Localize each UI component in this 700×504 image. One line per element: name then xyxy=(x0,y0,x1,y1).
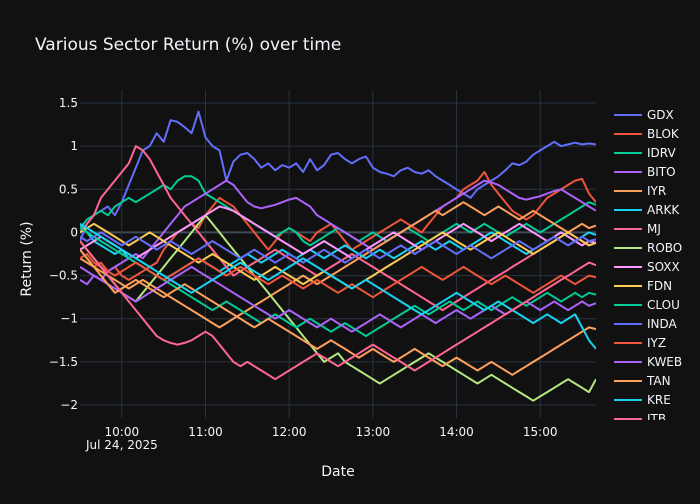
legend-item-gdx[interactable]: GDX xyxy=(614,108,674,122)
legend-label: BITO xyxy=(647,165,676,179)
series-line-tan xyxy=(80,249,596,376)
x-tick-label: 13:00 xyxy=(356,425,391,439)
legend-item-robo[interactable]: ROBO xyxy=(614,241,682,255)
y-tick-label: −2 xyxy=(60,398,78,412)
series-line-blok xyxy=(80,171,596,281)
series-line-mj xyxy=(80,145,596,312)
legend-label: TAN xyxy=(646,374,671,388)
legend-label: KWEB xyxy=(647,355,682,369)
legend: GDX BLOK IDRV BITO IYR ARKK MJ ROBO SOXX FDN CLOU I… xyxy=(614,108,682,426)
legend-label: BLOK xyxy=(647,127,680,141)
series-line-inda xyxy=(80,231,596,264)
legend-item-idrv[interactable]: IDRV xyxy=(614,146,676,160)
y-axis-title: Return (%) xyxy=(19,221,35,296)
legend-item-soxx[interactable]: SOXX xyxy=(614,260,680,274)
x-tick-label: 14:00 xyxy=(439,425,474,439)
x-axis-title: Date xyxy=(321,464,354,480)
y-tick-label: 1 xyxy=(70,139,78,153)
series-line-iyr xyxy=(80,201,596,329)
legend-item-blok[interactable]: BLOK xyxy=(614,127,680,141)
legend-label: SOXX xyxy=(647,260,680,274)
legend-label: INDA xyxy=(647,317,678,331)
legend-label: IYR xyxy=(647,184,666,198)
series-line-gdx xyxy=(80,110,596,242)
legend-label: GDX xyxy=(647,108,674,122)
series-line-kre xyxy=(80,222,596,350)
legend-item-inda[interactable]: INDA xyxy=(614,317,678,331)
x-tick-label: 10:00 xyxy=(105,425,140,439)
legend-label: IDRV xyxy=(647,146,676,160)
x-tick-label: 15:00 xyxy=(523,425,558,439)
legend-label: FDN xyxy=(647,279,672,293)
legend-item-iyz[interactable]: IYZ xyxy=(614,336,666,350)
legend-item-bito[interactable]: BITO xyxy=(614,165,676,179)
legend-label: ARKK xyxy=(647,203,680,217)
series-line-bito xyxy=(80,179,596,286)
legend-label: MJ xyxy=(647,222,661,236)
legend-label: IYZ xyxy=(647,336,666,350)
series-line-soxx xyxy=(80,205,596,260)
y-tick-label: −1.5 xyxy=(49,355,78,369)
series-line-itb xyxy=(80,240,596,381)
legend-label: KRE xyxy=(647,393,671,407)
y-tick-label: −0.5 xyxy=(49,269,78,283)
legend-item-iyr[interactable]: IYR xyxy=(614,184,666,198)
series-line-robo xyxy=(80,214,596,402)
x-axis-date-label: Jul 24, 2025 xyxy=(85,438,158,452)
legend-item-kweb[interactable]: KWEB xyxy=(614,355,682,369)
y-tick-label: 0 xyxy=(70,225,78,239)
legend-label: ROBO xyxy=(647,241,682,255)
legend-label: ITB xyxy=(647,412,666,426)
x-axis: 10:00 11:00 12:00 13:00 14:00 15:00 xyxy=(105,425,558,439)
legend-item-itb[interactable]: ITB xyxy=(614,412,666,426)
legend-item-tan[interactable]: TAN xyxy=(614,374,671,388)
legend-item-mj[interactable]: MJ xyxy=(614,222,661,236)
y-tick-label: −1 xyxy=(60,312,78,326)
y-axis: 1.5 1 0.5 0 −0.5 −1 −1.5 −2 xyxy=(49,96,78,412)
x-tick-label: 11:00 xyxy=(188,425,223,439)
series-line-clou xyxy=(80,227,596,337)
x-tick-label: 12:00 xyxy=(272,425,307,439)
legend-item-kre[interactable]: KRE xyxy=(614,393,671,407)
legend-label: CLOU xyxy=(647,298,680,312)
series-lines xyxy=(80,110,596,402)
y-tick-label: 0.5 xyxy=(59,182,78,196)
y-tick-label: 1.5 xyxy=(59,96,78,110)
series-line-iyz xyxy=(80,253,596,299)
chart-title: Various Sector Return (%) over time xyxy=(35,35,341,55)
legend-item-arkk[interactable]: ARKK xyxy=(614,203,680,217)
legend-item-fdn[interactable]: FDN xyxy=(614,279,672,293)
legend-item-clou[interactable]: CLOU xyxy=(614,298,680,312)
